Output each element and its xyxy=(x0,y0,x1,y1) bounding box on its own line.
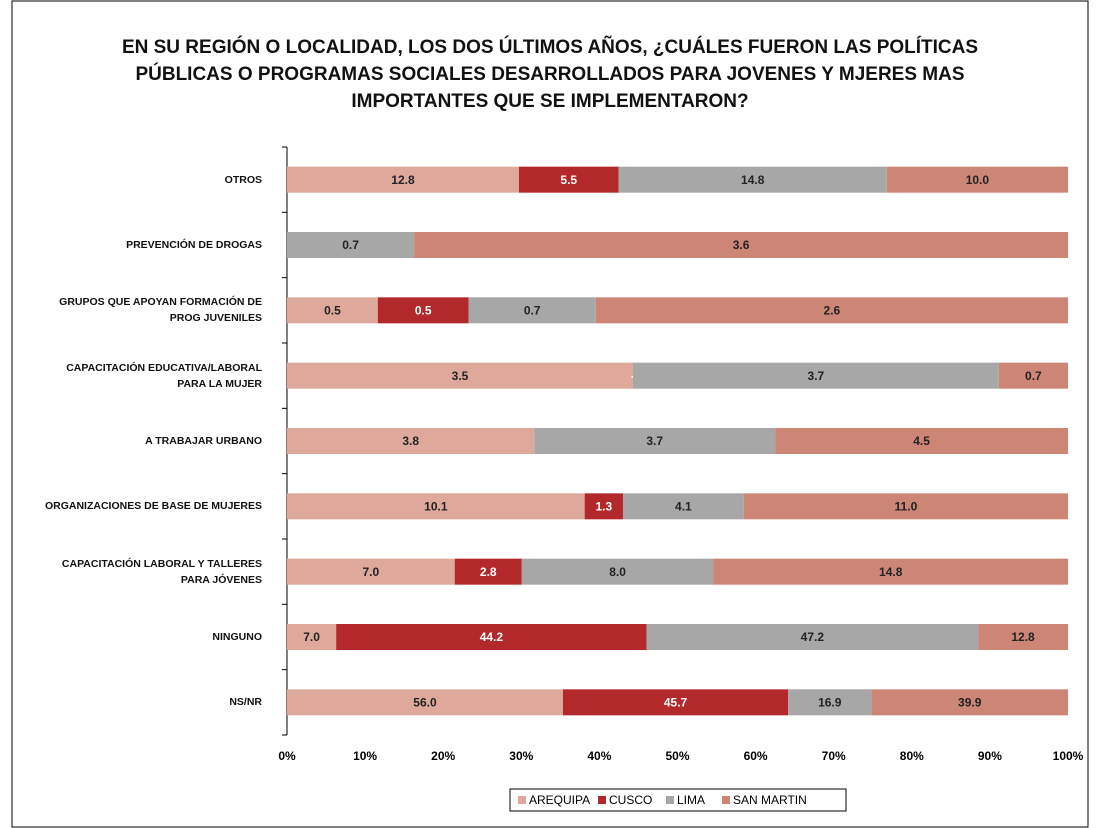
legend-label: AREQUIPA xyxy=(529,793,590,807)
data-label: 5.5 xyxy=(560,173,577,187)
bar-segment xyxy=(562,689,789,716)
bar-segment xyxy=(336,624,647,650)
x-tick-label: 100% xyxy=(1053,749,1084,763)
bar-segment xyxy=(584,493,623,520)
bar-segment xyxy=(788,689,872,716)
bar-segment xyxy=(287,624,337,650)
bar-segment xyxy=(287,362,634,389)
data-label: 8.0 xyxy=(609,565,626,579)
category-label: PREVENCIÓN DE DROGAS xyxy=(126,239,262,251)
x-tick-label: 10% xyxy=(353,749,377,763)
legend-label: CUSCO xyxy=(609,793,652,807)
data-label: 3.8 xyxy=(402,434,419,448)
data-label: 47.2 xyxy=(801,630,825,644)
data-label: 39.9 xyxy=(958,696,982,710)
bar-segment xyxy=(713,558,1068,585)
legend-swatch xyxy=(518,796,526,804)
data-label: 45.7 xyxy=(664,696,688,710)
data-label: 10.0 xyxy=(966,173,990,187)
data-label: 3.7 xyxy=(808,369,825,383)
frame xyxy=(11,0,1089,828)
x-tick-label: 20% xyxy=(431,749,455,763)
x-tick-label: 40% xyxy=(587,749,611,763)
category-label: NS/NR xyxy=(229,696,262,709)
legend-swatch xyxy=(598,796,606,804)
category-label: NINGUNO xyxy=(212,631,262,643)
x-tick-label: 80% xyxy=(900,749,924,763)
bar-segment xyxy=(775,428,1068,454)
data-label: 10.1 xyxy=(424,500,448,514)
bar-segment xyxy=(287,166,519,193)
data-label: 4.1 xyxy=(675,500,692,514)
bar-segment xyxy=(622,493,744,520)
data-label: 14.8 xyxy=(741,173,765,187)
bar-segment xyxy=(998,362,1068,389)
bar-segment xyxy=(287,297,378,324)
data-label: 14.8 xyxy=(879,565,903,579)
x-tick-label: 0% xyxy=(278,749,296,763)
data-label: 11.0 xyxy=(895,500,918,514)
bar-segment xyxy=(646,624,979,650)
category-label: CAPACITACIÓN EDUCATIVA/LABORAL PARA LA M… xyxy=(66,361,262,390)
bar-segment xyxy=(978,624,1068,650)
data-label: 3.5 xyxy=(452,369,469,383)
data-label: 7.0 xyxy=(303,630,320,644)
data-label: 4.5 xyxy=(913,434,930,448)
data-label: 3.6 xyxy=(733,238,750,252)
data-label: 0.5 xyxy=(324,304,341,318)
legend-swatch xyxy=(666,796,674,804)
data-label: 1.3 xyxy=(595,500,612,514)
bar-segment xyxy=(287,232,415,258)
bar-segment xyxy=(454,558,522,585)
bar-segment xyxy=(633,362,999,389)
bar-segment xyxy=(886,166,1068,193)
chart-title: EN SU REGIÓN O LOCALIDAD, LOS DOS ÚLTIMO… xyxy=(121,37,979,112)
legend-label: LIMA xyxy=(677,793,705,807)
data-label: 12.8 xyxy=(391,173,415,187)
data-label: 56.0 xyxy=(413,696,437,710)
category-label: OTROS xyxy=(224,173,262,186)
data-label: 7.0 xyxy=(363,565,380,579)
x-tick-label: 70% xyxy=(822,749,846,763)
bar-segment xyxy=(871,689,1068,716)
bar-segment xyxy=(287,493,585,520)
bar-segment xyxy=(287,558,455,585)
bar-segment xyxy=(534,428,776,454)
x-tick-label: 50% xyxy=(665,749,689,763)
bar-segment xyxy=(518,166,619,193)
legend-swatch xyxy=(722,796,730,804)
category-label: GRUPOS QUE APOYAN FORMACIÓN DE PROG JUVE… xyxy=(59,296,262,325)
bar-segment xyxy=(287,428,535,454)
bar-segment xyxy=(287,689,563,716)
bar-segment xyxy=(468,297,596,324)
bar-segment xyxy=(743,493,1068,520)
bar-segment xyxy=(377,297,469,324)
data-label: 0.7 xyxy=(524,304,541,318)
bar-segment xyxy=(414,232,1068,258)
category-label: CAPACITACIÓN LABORAL Y TALLERES PARA JÓV… xyxy=(61,557,262,586)
data-label: 12.8 xyxy=(1011,630,1035,644)
data-label: 0.5 xyxy=(415,304,432,318)
data-label: 3.7 xyxy=(646,434,663,448)
data-label: 16.9 xyxy=(818,696,842,710)
bar-segment xyxy=(521,558,714,585)
legend-label: SAN MARTIN xyxy=(733,793,807,807)
category-label: A TRABAJAR URBANO xyxy=(145,435,262,447)
x-tick-label: 30% xyxy=(509,749,533,763)
bar-segment xyxy=(595,297,1068,324)
category-label: ORGANIZACIONES DE BASE DE MUJERES xyxy=(44,500,262,513)
x-tick-label: 60% xyxy=(744,749,768,763)
x-tick-label: 90% xyxy=(978,749,1002,763)
data-label: 2.8 xyxy=(480,565,497,579)
data-label: 44.2 xyxy=(480,630,504,644)
data-label: 0.7 xyxy=(342,238,359,252)
data-label: 0.7 xyxy=(1025,369,1042,383)
data-label: 2.6 xyxy=(824,304,841,318)
legend-box xyxy=(509,788,847,812)
bar-segment xyxy=(618,166,887,193)
